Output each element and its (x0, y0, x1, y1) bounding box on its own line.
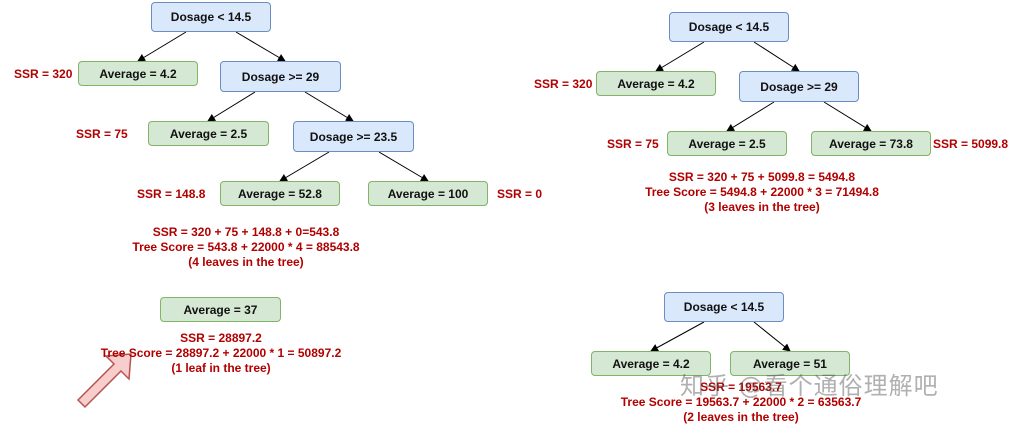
t3-split2-node: Dosage >= 29 (739, 71, 859, 102)
t2-note-score: Tree Score = 19563.7 + 22000 * 2 = 63563… (620, 395, 862, 409)
t3-root-node: Dosage < 14.5 (669, 12, 789, 42)
t1-note-ssr: SSR = 28897.2 (180, 331, 262, 345)
edge-t3-split2-leaf3 (823, 101, 872, 132)
t2-score-note: SSR = 19563.7 Tree Score = 19563.7 + 220… (621, 380, 862, 425)
t3-score-note: SSR = 320 + 75 + 5099.8 = 5494.8 Tree Sc… (645, 170, 879, 215)
t2-leaf2-node: Average = 51 (730, 351, 850, 376)
edge-split3-leaf4 (378, 151, 429, 182)
t4-split3-node: Dosage >= 23.5 (293, 121, 414, 152)
t2-note-ssr: SSR = 19563.7 (700, 380, 782, 394)
edge-split3-leaf3 (279, 151, 330, 182)
t3-note-leaves: (3 leaves in the tree) (704, 200, 820, 214)
edge-t3-split2-leaf2 (726, 101, 775, 132)
t2-note-leaves: (2 leaves in the tree) (683, 410, 799, 424)
t3-ssr-leaf2: SSR = 75 (607, 137, 659, 151)
t4-score-note: SSR = 320 + 75 + 148.8 + 0=543.8 Tree Sc… (132, 225, 359, 270)
t3-note-score: Tree Score = 5494.8 + 22000 * 3 = 71494.… (645, 185, 879, 199)
edge-t3-root-split2 (753, 41, 800, 72)
edge-root-split2 (235, 31, 286, 62)
watermark-text: 知乎 @看个通俗理解吧 (680, 372, 939, 400)
t1-note-leaves: (1 leaf in the tree) (171, 361, 271, 375)
t3-ssr-leaf3: SSR = 5099.8 (933, 137, 1009, 151)
pointer-arrow (76, 353, 132, 409)
t4-leaf2-node: Average = 2.5 (148, 121, 269, 146)
t3-ssr-leaf1: SSR = 320 (534, 77, 593, 91)
t1-leaf-node: Average = 37 (160, 297, 281, 322)
edge-t2-root-leaf1 (650, 321, 705, 352)
t4-ssr-leaf4: SSR = 0 (497, 187, 543, 201)
t3-note-ssr: SSR = 320 + 75 + 5099.8 = 5494.8 (668, 170, 856, 184)
edge-t2-root-leaf2 (753, 321, 791, 352)
t4-ssr-leaf2: SSR = 75 (76, 127, 128, 141)
edge-root-leaf1 (137, 31, 187, 62)
t2-leaf1-node: Average = 4.2 (591, 351, 711, 376)
edge-split2-split3 (304, 91, 354, 122)
t3-leaf2-node: Average = 2.5 (667, 131, 787, 156)
t3-leaf1-node: Average = 4.2 (596, 71, 716, 96)
t4-note-leaves: (4 leaves in the tree) (188, 255, 304, 269)
edge-t3-root-leaf1 (655, 41, 705, 72)
t4-split2-node: Dosage >= 29 (220, 61, 341, 92)
t4-root-node: Dosage < 14.5 (151, 2, 271, 32)
t1-score-note: SSR = 28897.2 Tree Score = 28897.2 + 220… (101, 331, 342, 376)
t3-leaf3-node: Average = 73.8 (811, 131, 931, 156)
t4-note-score: Tree Score = 543.8 + 22000 * 4 = 88543.8 (132, 240, 360, 254)
t4-note-ssr: SSR = 320 + 75 + 148.8 + 0=543.8 (152, 225, 340, 239)
t2-root-node: Dosage < 14.5 (664, 292, 784, 322)
t4-ssr-leaf3: SSR = 148.8 (137, 187, 206, 201)
t4-ssr-leaf1: SSR = 320 (14, 67, 73, 81)
t4-leaf1-node: Average = 4.2 (78, 61, 198, 86)
t1-note-score: Tree Score = 28897.2 + 22000 * 1 = 50897… (100, 346, 342, 360)
edge-split2-leaf2 (207, 91, 256, 122)
t4-leaf4-node: Average = 100 (368, 181, 488, 206)
t4-leaf3-node: Average = 52.8 (220, 181, 340, 206)
